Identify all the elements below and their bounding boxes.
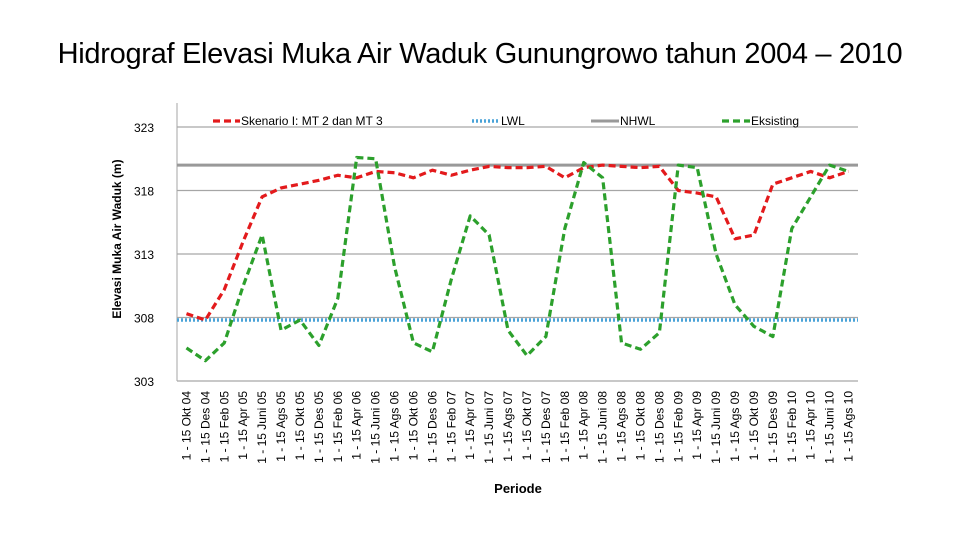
x-tick-label: 1 - 15 Feb 06 (331, 391, 345, 463)
y-tick-label-323: 323 (134, 121, 154, 135)
legend-label-nhwl: NHWL (620, 114, 656, 128)
x-tick-label: 1 - 15 Juni 09 (709, 391, 723, 464)
x-tick-label: 1 - 15 Ags 05 (274, 391, 288, 462)
x-tick-label: 1 - 15 Ags 06 (388, 391, 402, 462)
x-tick-label: 1 - 15 Apr 09 (690, 391, 704, 460)
x-tick-label: 1 - 15 Ags 08 (615, 391, 629, 462)
x-tick-label: 1 - 15 Juni 05 (255, 391, 269, 464)
x-axis-label: Periode (494, 481, 542, 496)
x-tick-label: 1 - 15 Feb 05 (217, 391, 231, 463)
x-tick-label: 1 - 15 Okt 07 (520, 391, 534, 461)
x-tick-label: 1 - 15 Juni 08 (596, 391, 610, 464)
legend-label-eksisting: Eksisting (751, 114, 799, 128)
series-line-eksisting (185, 155, 850, 363)
x-tick-label: 1 - 15 Apr 08 (577, 391, 591, 460)
legend-label-skenario-i-mt-2-dan-mt-3: Skenario I: MT 2 dan MT 3 (241, 114, 383, 128)
x-tick-label: 1 - 15 Des 09 (766, 391, 780, 463)
x-tick-label: 1 - 15 Feb 08 (558, 391, 572, 463)
y-tick-label-313: 313 (134, 248, 154, 262)
legend-label-lwl: LWL (501, 114, 525, 128)
x-tick-label: 1 - 15 Ags 07 (501, 391, 515, 462)
x-tick-label: 1 - 15 Ags 10 (842, 391, 856, 462)
x-tick-label: 1 - 15 Apr 06 (350, 391, 364, 460)
series-line-skenario-i-mt-2-dan-mt-3 (185, 163, 850, 322)
y-tick-label-308: 308 (134, 312, 154, 326)
x-tick-label: 1 - 15 Des 07 (539, 391, 553, 463)
x-tick-label: 1 - 15 Okt 05 (293, 391, 307, 461)
x-tick-label: 1 - 15 Des 06 (425, 391, 439, 463)
x-tick-label: 1 - 15 Des 05 (312, 391, 326, 463)
x-tick-label: 1 - 15 Ags 09 (728, 391, 742, 462)
y-tick-label-318: 318 (134, 185, 154, 199)
x-tick-label: 1 - 15 Apr 07 (463, 391, 477, 460)
x-tick-label: 1 - 15 Juni 10 (823, 391, 837, 464)
x-tick-label: 1 - 15 Des 08 (652, 391, 666, 463)
chart-title: Hidrograf Elevasi Muka Air Waduk Gunungr… (57, 38, 903, 70)
x-tick-label: 1 - 15 Des 04 (198, 391, 212, 463)
y-axis-label: Elevasi Muka Air Waduk (m) (110, 159, 124, 318)
x-tick-label: 1 - 15 Feb 10 (785, 391, 799, 463)
x-tick-label: 1 - 15 Apr 05 (236, 391, 250, 460)
x-tick-label: 1 - 15 Feb 07 (444, 391, 458, 463)
x-tick-label: 1 - 15 Juni 06 (369, 391, 383, 464)
x-tick-label: 1 - 15 Okt 09 (747, 391, 761, 461)
x-tick-label: 1 - 15 Okt 08 (633, 391, 647, 461)
y-tick-label-303: 303 (134, 375, 154, 389)
x-tick-label: 1 - 15 Juni 07 (482, 391, 496, 464)
x-tick-label: 1 - 15 Feb 09 (671, 391, 685, 463)
x-tick-label: 1 - 15 Okt 06 (406, 391, 420, 461)
x-tick-label: 1 - 15 Apr 10 (804, 391, 818, 460)
x-tick-label: 1 - 15 Okt 04 (179, 391, 193, 461)
